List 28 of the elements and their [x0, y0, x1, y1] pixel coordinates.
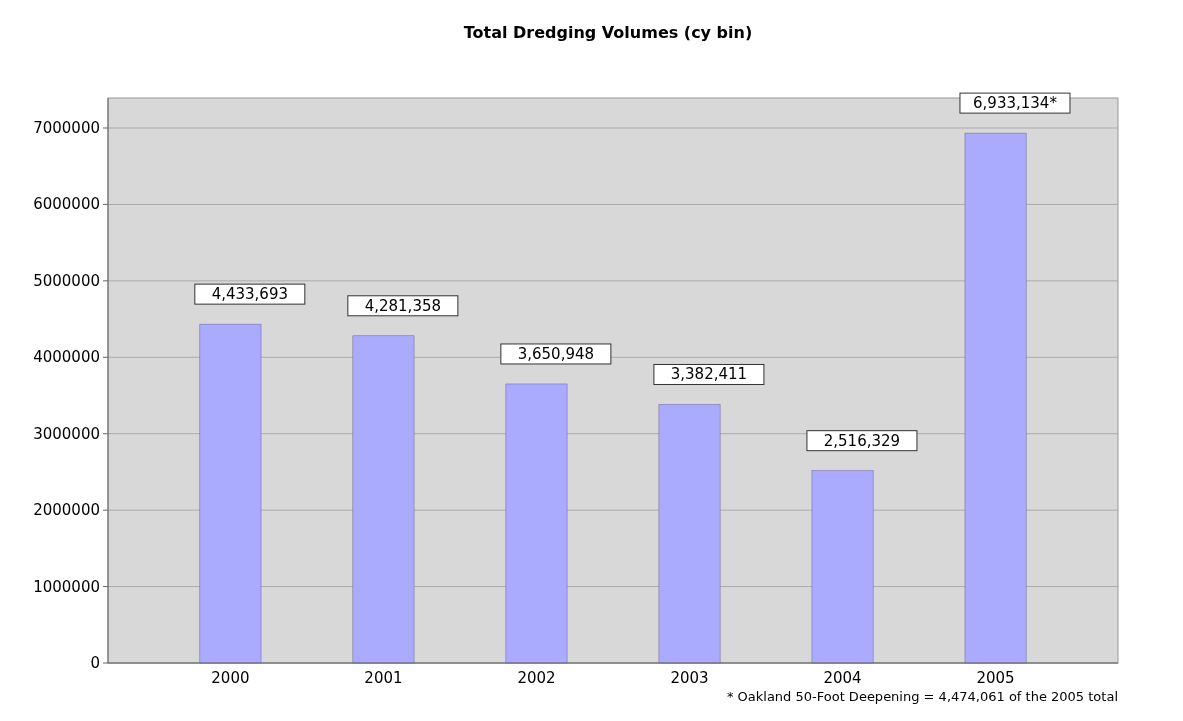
y-tick-label: 0: [90, 654, 100, 672]
y-tick-label: 1000000: [33, 577, 100, 596]
x-tick-label: 2003: [670, 669, 709, 687]
x-tick-label: 2002: [517, 669, 556, 687]
text: * Oakland 50-Foot Deepening = 4,474,061 of the 2005 total: [726, 689, 1118, 704]
y-tick-label: 3000000: [33, 424, 100, 443]
y-tick-label: 2000000: [33, 501, 100, 520]
bar: [658, 404, 721, 664]
data-label: 4,433,693: [211, 285, 288, 304]
data-label: 3,382,411: [670, 365, 748, 384]
x-tick-label: 2005: [976, 669, 1015, 687]
x-tick-label: 2004: [823, 669, 862, 687]
data-label: 4,281,358: [364, 296, 442, 315]
y-tick-label: 4000000: [33, 348, 100, 367]
bar: [964, 132, 1027, 664]
y-tick-label: 6000000: [33, 195, 100, 214]
chart-title: Total Dredging Volumes (cy bin): [463, 23, 753, 42]
x-tick-label: 2001: [364, 669, 403, 687]
bar: [505, 383, 568, 664]
bar: [352, 335, 415, 664]
data-label: 3,650,948: [517, 344, 595, 363]
x-tick-label: 2000: [211, 669, 250, 687]
bar: [811, 470, 874, 664]
data-label: 2,516,329: [823, 431, 901, 450]
y-tick-label: 5000000: [33, 271, 100, 290]
bar: [199, 323, 262, 664]
data-label: 6,933,134*: [973, 94, 1058, 113]
y-tick-label: 7000000: [33, 119, 100, 137]
